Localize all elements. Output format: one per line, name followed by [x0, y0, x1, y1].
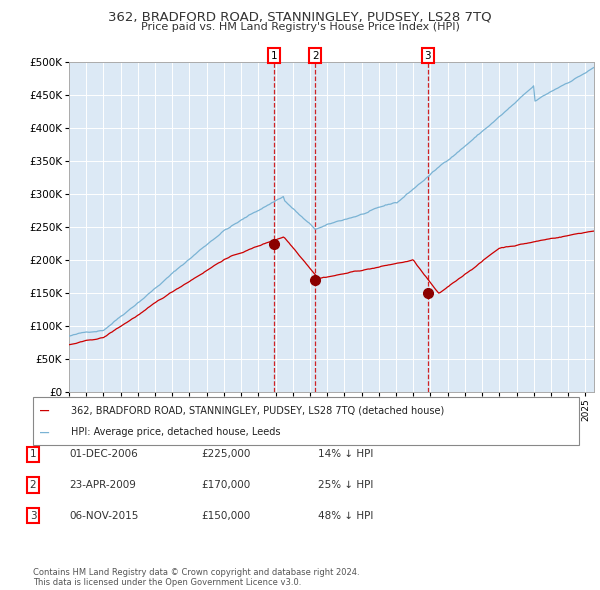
Text: 362, BRADFORD ROAD, STANNINGLEY, PUDSEY, LS28 7TQ: 362, BRADFORD ROAD, STANNINGLEY, PUDSEY,… — [108, 11, 492, 24]
Text: 3: 3 — [425, 51, 431, 61]
Text: 2: 2 — [312, 51, 319, 61]
Text: 362, BRADFORD ROAD, STANNINGLEY, PUDSEY, LS28 7TQ (detached house): 362, BRADFORD ROAD, STANNINGLEY, PUDSEY,… — [71, 405, 445, 415]
Text: 23-APR-2009: 23-APR-2009 — [69, 480, 136, 490]
Text: 1: 1 — [271, 51, 277, 61]
Text: 3: 3 — [29, 511, 37, 520]
Text: 06-NOV-2015: 06-NOV-2015 — [69, 511, 139, 520]
Text: —: — — [40, 424, 49, 440]
Text: 1: 1 — [29, 450, 37, 459]
Text: 2: 2 — [29, 480, 37, 490]
Text: 48% ↓ HPI: 48% ↓ HPI — [318, 511, 373, 520]
Text: 25% ↓ HPI: 25% ↓ HPI — [318, 480, 373, 490]
Text: £225,000: £225,000 — [201, 450, 250, 459]
Text: £170,000: £170,000 — [201, 480, 250, 490]
Text: 14% ↓ HPI: 14% ↓ HPI — [318, 450, 373, 459]
Text: 01-DEC-2006: 01-DEC-2006 — [69, 450, 138, 459]
Text: Price paid vs. HM Land Registry's House Price Index (HPI): Price paid vs. HM Land Registry's House … — [140, 22, 460, 32]
Text: —: — — [40, 403, 49, 418]
Text: Contains HM Land Registry data © Crown copyright and database right 2024.
This d: Contains HM Land Registry data © Crown c… — [33, 568, 359, 587]
Text: HPI: Average price, detached house, Leeds: HPI: Average price, detached house, Leed… — [71, 427, 281, 437]
Text: £150,000: £150,000 — [201, 511, 250, 520]
